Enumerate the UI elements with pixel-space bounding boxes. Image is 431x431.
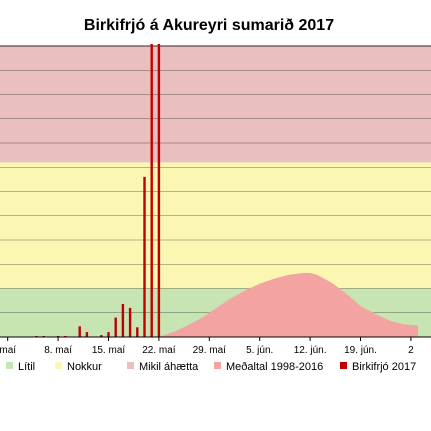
band-nokkur (0, 162, 431, 289)
x-tick-label: maí (0, 345, 16, 356)
chart-title: Birkifrjó á Akureyri sumarið 2017 (84, 17, 334, 34)
bar-15 (107, 332, 110, 337)
bar-20 (143, 176, 146, 337)
legend-label-3: Meðaltal 1998-2016 (226, 361, 323, 373)
legend-label-0: Lítil (18, 361, 35, 373)
legend-label-4: Birkifrjó 2017 (352, 361, 416, 373)
legend-swatch-1 (55, 362, 62, 369)
bar-19 (136, 327, 139, 337)
bar-12 (85, 332, 89, 337)
legend-swatch-0 (6, 362, 13, 369)
legend-label-2: Mikil áhætta (139, 361, 199, 373)
x-tick-label: 15. maí (92, 345, 126, 356)
bar-16 (114, 317, 117, 337)
legend-swatch-4 (340, 362, 347, 369)
bar-21 (150, 44, 153, 337)
legend-label-1: Nokkur (67, 361, 102, 373)
x-tick-label: 8. maí (44, 345, 72, 356)
band-mikil-h-tta (0, 46, 431, 163)
x-tick-label: 5. jún. (246, 345, 273, 356)
legend: Lítil Nokkur Mikil áhætta Meðaltal 1998-201… (6, 361, 416, 373)
area-series-average (158, 273, 419, 337)
bar-18 (128, 307, 132, 337)
x-tick-label: 22. maí (142, 345, 176, 356)
bar-14 (100, 335, 103, 337)
bar-22 (157, 44, 161, 337)
x-tick-label: 2 (408, 345, 414, 356)
x-tick-label: 12. jún. (294, 345, 327, 356)
x-tick-label: 19. jún. (344, 345, 377, 356)
bar-17 (121, 304, 125, 337)
x-tick-label: 29. maí (193, 345, 227, 356)
plot-area: maí 8. maí 15. maí 22. maí 29. maí 5. jún. 12.… (0, 44, 431, 356)
legend-swatch-3 (214, 362, 221, 369)
legend-swatch-2 (127, 362, 134, 369)
bar-11 (78, 326, 81, 337)
